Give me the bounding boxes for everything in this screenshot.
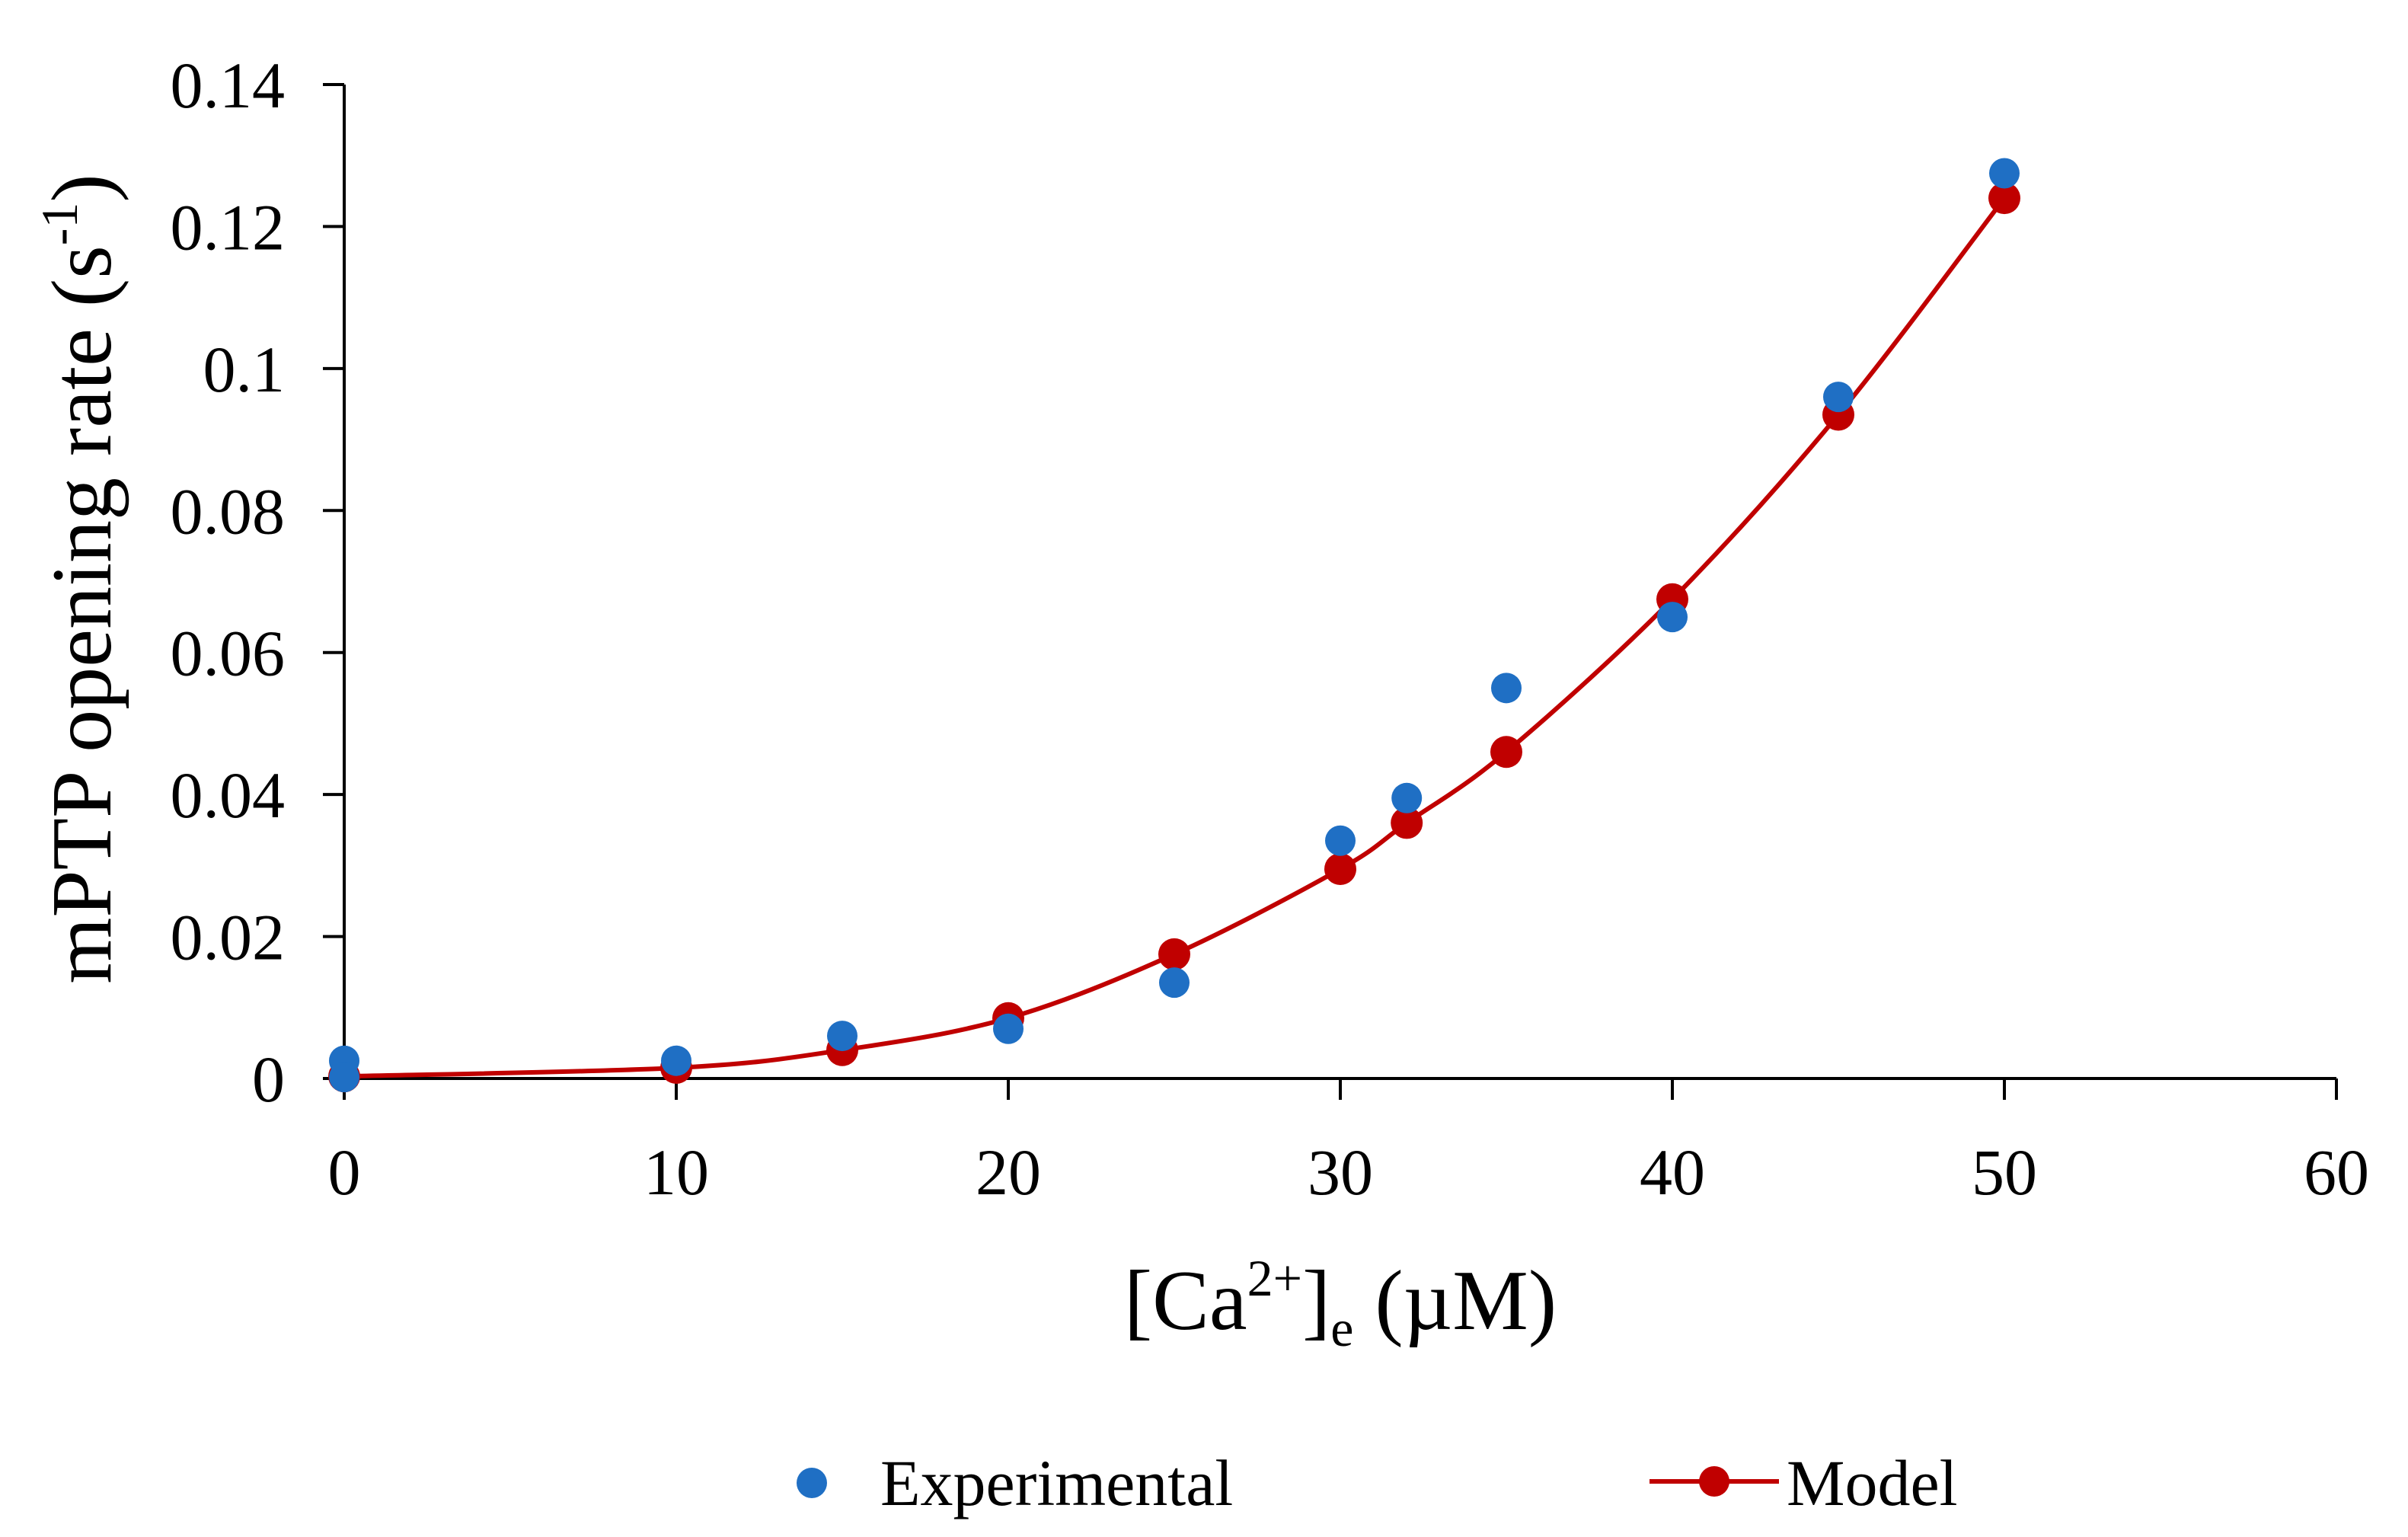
x-axis-title-bracket: ] (1302, 1254, 1330, 1348)
x-tick-label: 20 (976, 1136, 1041, 1209)
y-axis-title-suffix: ) (35, 174, 129, 202)
y-tick-label: 0.04 (171, 759, 286, 832)
legend-experimental-marker (797, 1468, 827, 1498)
x-tick-label: 10 (644, 1136, 709, 1209)
y-ticks: 0 0.02 0.04 0.06 0.08 0.1 0.12 0.14 (171, 49, 344, 1116)
x-tick-label: 30 (1308, 1136, 1373, 1209)
experimental-point (661, 1045, 691, 1076)
legend-model-marker (1699, 1466, 1729, 1497)
experimental-point (1989, 158, 2020, 189)
experimental-point (993, 1013, 1024, 1044)
experimental-markers (329, 158, 2020, 1093)
y-tick-label: 0.12 (171, 190, 286, 264)
experimental-point (1823, 382, 1854, 413)
experimental-point (1391, 782, 1423, 813)
y-axis-title-prefix: mPTP opening rate (s (35, 245, 129, 984)
experimental-point (827, 1021, 857, 1052)
x-axis-title-prefix: [Ca (1124, 1254, 1247, 1348)
experimental-point (329, 1062, 359, 1093)
y-tick-label: 0.1 (203, 333, 286, 406)
x-axis-title-suffix: (µM) (1353, 1254, 1557, 1348)
experimental-point (1491, 673, 1522, 704)
x-tick-label: 50 (1972, 1136, 2037, 1209)
y-axis-title-superscript: -1 (30, 203, 88, 246)
legend: Experimental Model (797, 1446, 1958, 1519)
y-tick-label: 0.06 (171, 617, 286, 690)
y-tick-label: 0.02 (171, 901, 286, 974)
legend-experimental-label: Experimental (880, 1446, 1233, 1519)
experimental-point (1159, 967, 1190, 999)
x-tick-label: 40 (1640, 1136, 1705, 1209)
y-tick-label: 0.14 (171, 49, 286, 122)
y-axis-title: mPTP opening rate (s-1) (30, 174, 129, 983)
experimental-point (1657, 602, 1688, 633)
x-tick-label: 0 (328, 1136, 361, 1209)
x-axis-title: [Ca2+]e (µM) (1124, 1249, 1557, 1357)
legend-model-label: Model (1787, 1446, 1958, 1519)
model-point (1490, 736, 1522, 768)
model-point (1391, 807, 1423, 839)
experimental-point (1325, 825, 1356, 856)
x-axis-title-subscript: e (1330, 1299, 1353, 1357)
x-tick-label: 60 (2304, 1136, 2369, 1209)
x-ticks: 0 10 20 30 40 50 60 (328, 1078, 2369, 1209)
x-axis-title-superscript: 2+ (1247, 1249, 1302, 1307)
y-tick-label: 0.08 (171, 475, 286, 548)
model-point (1324, 853, 1356, 886)
model-point (1158, 938, 1190, 970)
model-point (1988, 182, 2020, 215)
y-tick-label: 0 (252, 1043, 285, 1116)
